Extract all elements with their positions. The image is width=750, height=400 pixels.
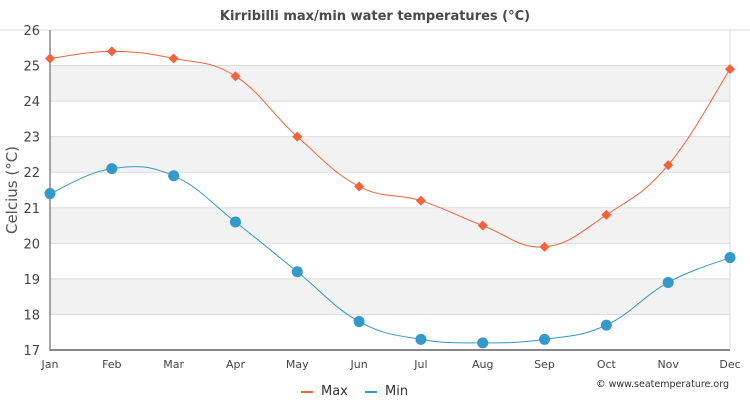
data-point-min[interactable] xyxy=(106,163,118,175)
data-point-min[interactable] xyxy=(724,252,736,264)
x-tick-label: Jun xyxy=(349,358,367,371)
data-point-min[interactable] xyxy=(477,337,489,349)
data-point-min[interactable] xyxy=(662,276,674,288)
data-point-min[interactable] xyxy=(539,333,551,345)
x-tick-label: Dec xyxy=(719,358,740,371)
data-point-min[interactable] xyxy=(229,216,241,228)
data-point-max[interactable] xyxy=(168,53,179,64)
x-tick-label: May xyxy=(286,358,309,371)
plot-band xyxy=(50,278,730,315)
data-point-max[interactable] xyxy=(45,53,55,64)
legend-item-max[interactable]: Max xyxy=(301,384,348,399)
y-tick-label: 19 xyxy=(23,273,40,288)
plot-bands xyxy=(50,65,730,315)
x-tick-label: Oct xyxy=(597,358,617,371)
data-point-max[interactable] xyxy=(230,71,241,82)
x-tick-label: Jan xyxy=(41,358,59,371)
x-tick-label: Jul xyxy=(413,358,427,371)
series-group xyxy=(44,46,736,349)
data-point-min[interactable] xyxy=(600,319,612,331)
data-point-min[interactable] xyxy=(415,333,427,345)
plot-band xyxy=(50,207,730,244)
data-point-min[interactable] xyxy=(291,266,303,278)
series-max xyxy=(45,46,735,252)
data-point-max[interactable] xyxy=(601,209,612,220)
data-point-max[interactable] xyxy=(539,241,550,252)
series-min xyxy=(44,163,736,349)
y-tick-label: 26 xyxy=(23,24,40,39)
x-tick-label: Mar xyxy=(163,358,184,371)
data-point-max[interactable] xyxy=(292,131,303,142)
chart-title: Kirribilli max/min water temperatures (°… xyxy=(220,9,530,24)
y-tick-label: 21 xyxy=(23,202,40,217)
data-point-min[interactable] xyxy=(168,170,180,182)
data-point-min[interactable] xyxy=(353,316,365,328)
legend[interactable]: Max Min xyxy=(301,384,408,399)
y-tick-label: 24 xyxy=(23,95,40,110)
legend-label-min: Min xyxy=(385,384,408,399)
legend-label-max: Max xyxy=(321,384,348,399)
y-tick-label: 22 xyxy=(23,166,40,181)
y-axis-label: Celcius (°C) xyxy=(3,146,21,234)
y-tick-label: 20 xyxy=(23,237,40,252)
x-tick-label: Apr xyxy=(226,358,246,371)
data-point-max[interactable] xyxy=(415,195,426,206)
x-tick-label: Feb xyxy=(102,358,121,371)
plot-band xyxy=(50,136,730,173)
y-axis-ticks: 17 18 19 20 21 22 23 24 25 26 xyxy=(23,24,40,359)
data-point-max[interactable] xyxy=(477,220,488,231)
plot-band xyxy=(50,65,730,102)
series-line-min xyxy=(49,166,731,344)
data-point-max[interactable] xyxy=(663,160,674,171)
data-point-max[interactable] xyxy=(354,181,365,192)
data-point-max[interactable] xyxy=(106,46,117,57)
data-point-max[interactable] xyxy=(725,64,735,75)
x-tick-label: Sep xyxy=(534,358,555,371)
y-tick-label: 18 xyxy=(23,308,40,323)
y-tick-label: 17 xyxy=(23,344,40,359)
x-tick-label: Aug xyxy=(472,358,493,371)
legend-item-min[interactable]: Min xyxy=(365,384,408,399)
x-axis-ticks: Jan Feb Mar Apr May Jun Jul Aug Sep Oct Nov Dec xyxy=(41,358,741,371)
y-tick-label: 23 xyxy=(23,131,40,146)
x-tick-label: Nov xyxy=(657,358,679,371)
data-point-min[interactable] xyxy=(44,188,56,200)
credit-text: © www.seatemperature.org xyxy=(596,379,729,390)
y-tick-label: 25 xyxy=(23,60,40,75)
